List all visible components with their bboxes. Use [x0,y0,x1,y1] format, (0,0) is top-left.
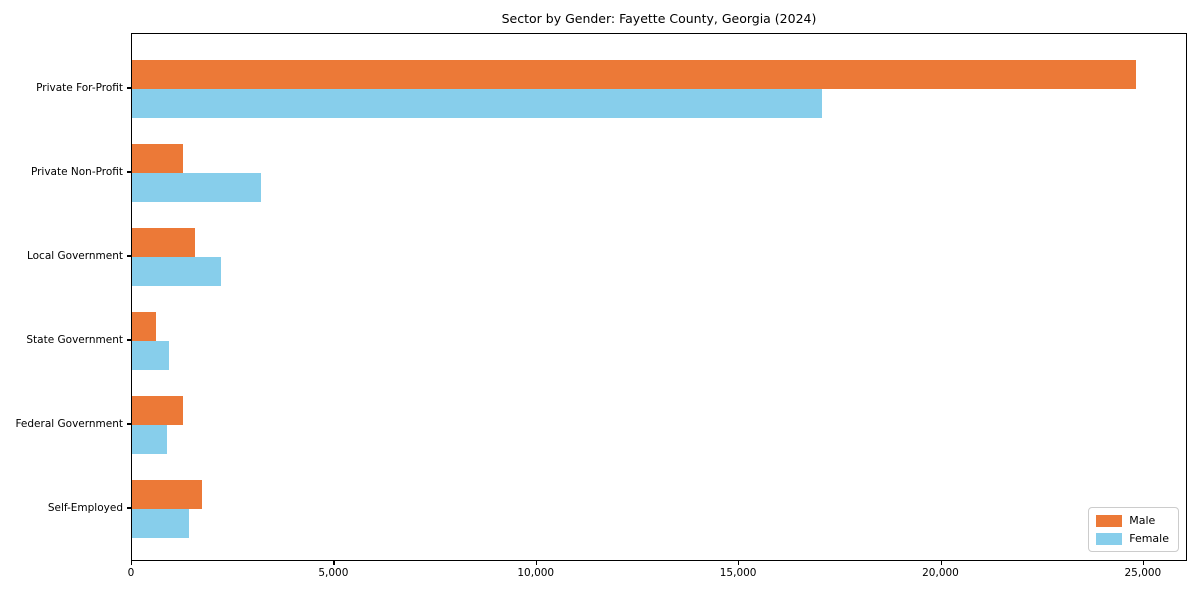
xtick-label-15-000: 15,000 [719,567,757,579]
bar-male-private-non-profit [132,144,183,173]
legend-label-female: Female [1129,532,1169,545]
y-tick-mark [127,339,131,341]
bar-female-federal-government [132,425,168,454]
ytick-label-private-for-profit: Private For-Profit [36,82,123,94]
chart-title: Sector by Gender: Fayette County, Georgi… [501,11,817,26]
legend-swatch-male [1096,514,1123,527]
bar-male-local-government [132,228,196,257]
bar-male-private-for-profit [132,60,1136,89]
x-tick-mark [131,561,133,565]
x-tick-mark [333,561,335,565]
legend-swatch-female [1096,532,1123,545]
legend-item-female: Female [1096,532,1169,545]
ytick-label-self-employed: Self-Employed [47,502,123,514]
y-tick-mark [127,423,131,425]
x-tick-mark [738,561,740,565]
xtick-label-20-000: 20,000 [922,567,959,579]
x-tick-mark [1142,561,1145,565]
y-tick-mark [127,171,131,173]
bar-male-federal-government [132,396,183,425]
ytick-label-state-government: State Government [26,334,123,346]
bar-female-private-for-profit [132,89,823,118]
ytick-label-federal-government: Federal Government [15,418,123,430]
x-tick-mark [535,561,537,565]
xtick-label-5-000: 5,000 [318,567,349,579]
bar-female-self-employed [132,509,190,538]
bar-female-local-government [132,257,222,286]
ytick-label-private-non-profit: Private Non-Profit [30,166,123,178]
plot-area: Male Female [131,33,1187,561]
y-tick-mark [127,255,131,257]
xtick-label-10-000: 10,000 [517,567,555,579]
y-tick-mark [127,87,131,89]
legend: Male Female [1088,507,1179,552]
xtick-label-0: 0 [127,567,135,579]
bar-female-private-non-profit [132,173,262,202]
bar-female-state-government [132,341,169,370]
xtick-label-25-000: 25,000 [1124,567,1162,579]
x-tick-mark [940,561,942,565]
bar-male-self-employed [132,480,203,509]
legend-label-male: Male [1129,514,1156,527]
legend-item-male: Male [1096,514,1169,527]
y-tick-mark [127,507,131,509]
bar-male-state-government [132,312,156,341]
ytick-label-local-government: Local Government [26,250,123,262]
